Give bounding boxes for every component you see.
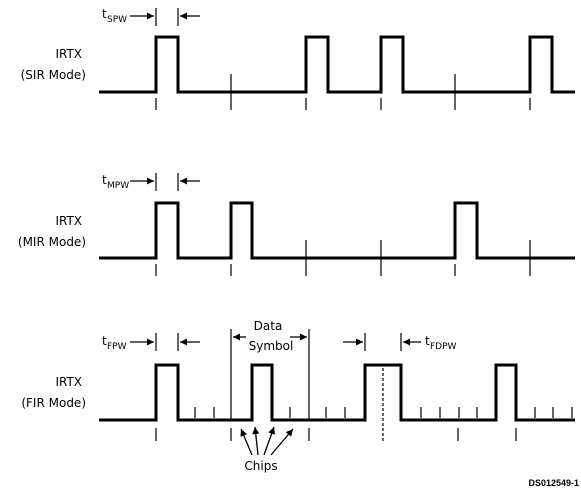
sir-bit-ticks: [155, 74, 531, 110]
fir-timing-main: t: [102, 334, 107, 348]
mir-timing-sub: MPW: [107, 181, 129, 191]
mir-timing-main: t: [102, 173, 107, 187]
fir-chips-label: Chips: [244, 459, 277, 473]
fir-chips-pointers: [240, 426, 294, 456]
sir-label-line2: (SIR Mode): [21, 68, 86, 82]
fir-data-symbol-line1: Data: [254, 319, 283, 333]
sir-timing-main: t: [102, 7, 107, 21]
mir-label-line2: (MIR Mode): [18, 235, 86, 249]
fir-timing-sub: FPW: [107, 342, 127, 352]
fir-fdpw-sub: FDPW: [430, 342, 457, 352]
fir-waveform: [99, 363, 575, 422]
fir-panel: IRTX (FIR Mode) t FPW Data Symbol t FDPW: [21, 319, 575, 473]
fir-symbol-ticks: [155, 428, 517, 441]
fir-chip-ticks: [194, 407, 573, 418]
chip-pointer-arrow: [252, 426, 260, 456]
chip-pointer-arrow: [263, 426, 275, 456]
fir-timing-label: t FPW: [102, 334, 127, 352]
fir-fdpw-main: t: [425, 334, 430, 348]
sir-waveform: [99, 35, 575, 94]
mir-waveform: [99, 201, 575, 260]
mir-label-line1: IRTX: [55, 214, 82, 228]
chip-pointer-arrow: [240, 428, 253, 456]
sir-timing-sub: SPW: [107, 15, 127, 25]
sir-panel: IRTX (SIR Mode) t SPW: [21, 7, 575, 110]
fir-fdpw-label: t FDPW: [425, 334, 457, 352]
fir-label-line1: IRTX: [55, 375, 82, 389]
fir-label-line2: (FIR Mode): [21, 396, 86, 410]
mir-bit-ticks: [155, 240, 531, 276]
sir-timing-label: t SPW: [102, 7, 127, 25]
sir-label-line1: IRTX: [55, 47, 82, 61]
figure-reference: DS012549-1: [528, 478, 579, 488]
mir-timing-label: t MPW: [102, 173, 129, 191]
fir-data-symbol-line2: Symbol: [249, 339, 294, 353]
chip-pointer-arrow: [270, 428, 294, 456]
mir-panel: IRTX (MIR Mode) t MPW: [18, 173, 575, 276]
